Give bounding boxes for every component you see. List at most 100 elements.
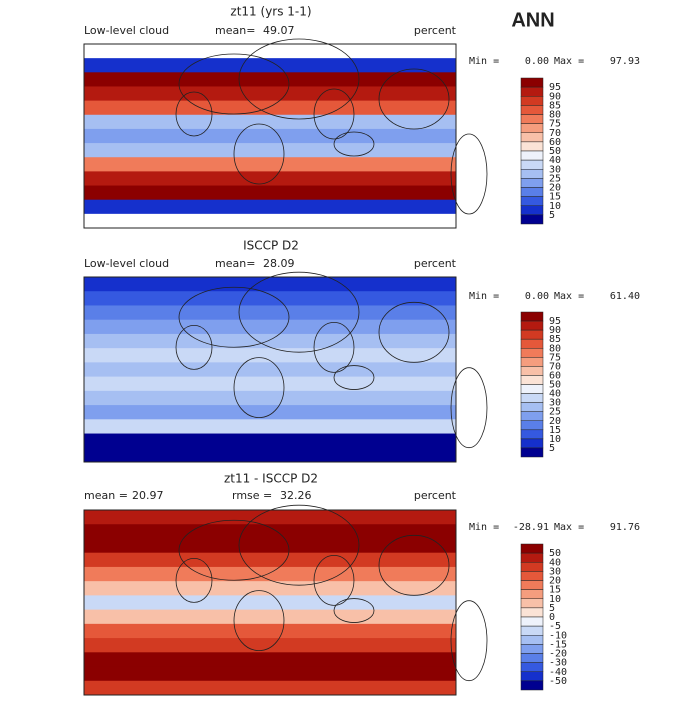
colorbar-box [520, 420, 544, 431]
colorbar-box [520, 150, 544, 161]
colorbar-box [520, 589, 544, 599]
map-band [84, 652, 456, 668]
colorbar-box [520, 178, 544, 188]
colorbar-box [520, 429, 544, 440]
min-label: Min = [469, 522, 499, 533]
map-land [175, 91, 213, 137]
map-band [84, 143, 456, 158]
map-band [84, 376, 456, 392]
units-label: percent [414, 489, 457, 502]
colorbar-box [520, 357, 544, 367]
colorbar-box [520, 644, 544, 654]
map-band [84, 524, 456, 539]
colorbar-box [520, 114, 544, 124]
panel-title: zt11 - ISCCP D2 [224, 472, 318, 486]
map-land [313, 554, 355, 606]
colorbar-label: -40 [549, 667, 567, 678]
colorbar-box [520, 214, 544, 225]
min-value: 0.00 [525, 291, 549, 302]
map-band [84, 333, 456, 349]
colorbar-label: 5 [549, 210, 555, 221]
colorbar-box [520, 598, 544, 609]
season-title: ANN [511, 9, 554, 31]
map-land [175, 324, 213, 370]
colorbar-label: 5 [549, 443, 555, 454]
colorbar-label: -10 [549, 630, 567, 641]
colorbar-box [520, 625, 544, 636]
stat-label: mean = [84, 489, 128, 502]
colorbar-label: 60 [549, 370, 561, 381]
max-value: 61.40 [610, 291, 640, 302]
map-band [84, 419, 456, 435]
map-band [84, 510, 456, 525]
map-land [333, 598, 375, 623]
map-band [84, 623, 456, 639]
stat-label: rmse = [232, 489, 272, 502]
map-band [84, 581, 456, 596]
map-land [450, 600, 488, 682]
colorbar-box [520, 187, 544, 197]
colorbar-label: 10 [549, 201, 561, 212]
colorbar-label: 15 [549, 425, 561, 436]
map-land [378, 68, 450, 130]
min-value: -28.91 [513, 522, 549, 533]
max-label: Max = [554, 291, 584, 302]
colorbar-box [520, 653, 544, 663]
map-band [84, 638, 456, 653]
map-band [84, 319, 456, 335]
colorbar-label: 40 [549, 389, 561, 400]
colorbar-box [520, 411, 544, 421]
map-band [84, 666, 456, 682]
colorbar-label: 70 [549, 128, 561, 139]
colorbar-label: 5 [549, 603, 555, 614]
colorbar-box [520, 402, 544, 412]
colorbar-label: 80 [549, 343, 561, 354]
units-label: percent [414, 257, 457, 270]
colorbar-box [520, 447, 544, 458]
colorbar-label: 10 [549, 594, 561, 605]
min-value: 0.00 [525, 56, 549, 67]
map-band [84, 447, 456, 463]
map-band [84, 433, 456, 449]
map-band [84, 595, 456, 611]
colorbar-label: -30 [549, 658, 567, 669]
map-land [233, 357, 285, 418]
map-band [84, 171, 456, 187]
colorbar-label: 25 [549, 407, 561, 418]
colorbar-box [520, 132, 544, 143]
colorbar-label: 85 [549, 334, 561, 345]
map-land [233, 590, 285, 651]
map-band [84, 128, 456, 144]
map-land [313, 88, 355, 140]
colorbar-box [520, 105, 544, 115]
map-band [84, 114, 456, 130]
colorbar-label: -5 [549, 621, 561, 632]
stat-value: 20.97 [132, 489, 164, 502]
map-land [178, 53, 290, 115]
map-band [84, 348, 456, 363]
colorbar-label: 50 [549, 548, 561, 559]
colorbar-label: 90 [549, 325, 561, 336]
map-land [238, 504, 360, 586]
map-land [238, 38, 360, 120]
colorbar-label: -15 [549, 639, 567, 650]
colorbar-box [520, 77, 544, 88]
map-land [333, 365, 375, 390]
stat-label: mean= [215, 24, 255, 37]
variable-label: Low-level cloud [84, 257, 169, 270]
colorbar-label: 20 [549, 416, 561, 427]
colorbar-box [520, 329, 544, 340]
colorbar-box [520, 635, 544, 645]
max-value: 91.76 [610, 522, 640, 533]
map-band [84, 213, 456, 229]
colorbar-box [520, 580, 544, 590]
colorbar-box [520, 543, 544, 554]
colorbar-label: 20 [549, 576, 561, 587]
map-band [84, 538, 456, 554]
colorbar-box [520, 607, 544, 618]
colorbar-label: -20 [549, 649, 567, 660]
colorbar-box [520, 123, 544, 133]
colorbar-box [520, 562, 544, 572]
stat-value: 32.26 [280, 489, 312, 502]
map-band [84, 362, 456, 378]
